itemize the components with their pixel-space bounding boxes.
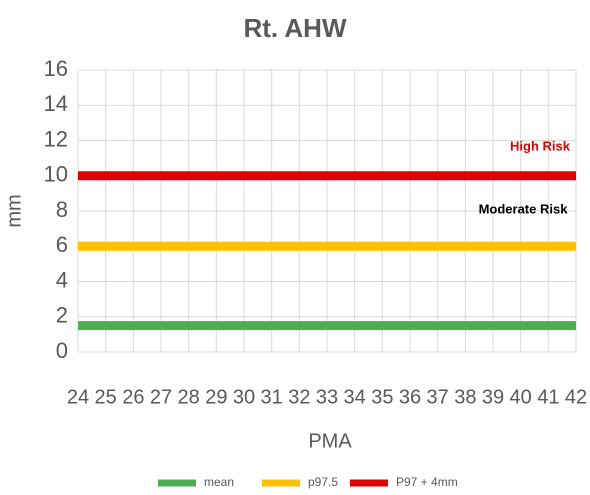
x-tick-label: 33 [316, 386, 338, 408]
x-tick-label: 30 [233, 386, 255, 408]
x-tick-label: 37 [427, 386, 449, 408]
x-tick-label: 42 [565, 386, 587, 408]
x-tick-label: 24 [67, 386, 89, 408]
chart-title: Rt. AHW [243, 13, 346, 43]
y-tick-label: 2 [56, 303, 68, 328]
x-tick-label: 34 [344, 386, 366, 408]
x-tick-label: 32 [288, 386, 310, 408]
annotation: Moderate Risk [479, 201, 569, 216]
y-tick-label: 6 [56, 232, 68, 257]
y-tick-label: 8 [56, 197, 68, 222]
y-tick-label: 16 [44, 56, 68, 81]
x-tick-label: 38 [454, 386, 476, 408]
y-tick-label: 0 [56, 338, 68, 363]
x-tick-label: 25 [95, 386, 117, 408]
x-tick-label: 27 [150, 386, 172, 408]
y-tick-label: 4 [56, 267, 68, 292]
annotation: High Risk [510, 138, 571, 153]
legend-label: P97 + 4mm [396, 475, 458, 489]
x-tick-label: 41 [537, 386, 559, 408]
x-tick-label: 31 [261, 386, 283, 408]
legend-label: mean [204, 475, 234, 489]
x-tick-label: 29 [205, 386, 227, 408]
y-tick-label: 10 [44, 162, 68, 187]
x-tick-label: 36 [399, 386, 421, 408]
x-tick-label: 39 [482, 386, 504, 408]
x-axis-label: PMA [308, 430, 352, 452]
x-tick-label: 28 [178, 386, 200, 408]
y-tick-label: 14 [44, 91, 68, 116]
y-tick-label: 12 [44, 126, 68, 151]
x-tick-label: 35 [371, 386, 393, 408]
legend-label: p97.5 [308, 475, 338, 489]
x-tick-label: 40 [510, 386, 532, 408]
x-tick-label: 26 [122, 386, 144, 408]
y-axis-label: mm [3, 194, 25, 227]
